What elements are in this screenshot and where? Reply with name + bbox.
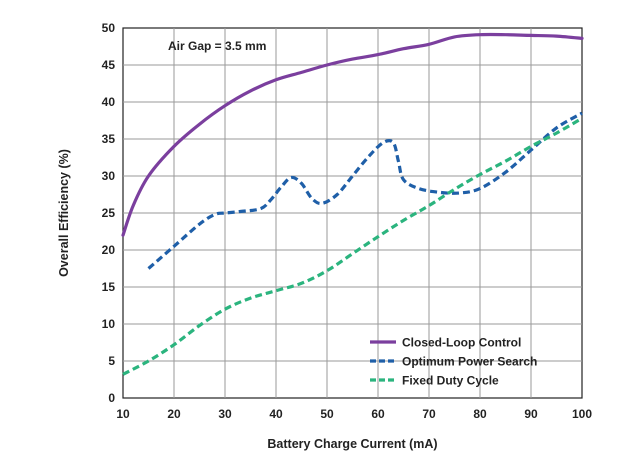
y-tick-label: 5: [108, 354, 115, 368]
legend-label-closed-loop-control: Closed-Loop Control: [402, 336, 521, 350]
tick-labels: 10 20 30 40 50 60 70 80 90 100 0 5 10 15 20 25 30 35 40 45 5…: [102, 21, 593, 421]
y-tick-label: 35: [102, 132, 116, 146]
x-tick-label: 20: [167, 407, 181, 421]
y-tick-label: 45: [102, 58, 116, 72]
x-tick-label: 30: [218, 407, 232, 421]
y-axis-title: Overall Efficiency (%): [57, 149, 71, 277]
x-axis-title: Battery Charge Current (mA): [267, 437, 437, 451]
closed-loop-control-line: [121, 32, 584, 237]
y-tick-label: 40: [102, 95, 116, 109]
y-tick-label: 10: [102, 317, 116, 331]
y-tick-label: 15: [102, 280, 116, 294]
x-tick-label: 60: [371, 407, 385, 421]
legend-label-fixed-duty-cycle: Fixed Duty Cycle: [402, 374, 499, 388]
x-tick-label: 70: [422, 407, 436, 421]
fixed-duty-cycle-line: [122, 116, 583, 376]
x-tick-label: 50: [320, 407, 334, 421]
x-tick-label: 40: [269, 407, 283, 421]
y-tick-label: 25: [102, 206, 116, 220]
x-tick-label: 10: [116, 407, 130, 421]
series-layer: [121, 32, 584, 376]
x-tick-label: 90: [524, 407, 538, 421]
x-tick-label: 80: [473, 407, 487, 421]
y-tick-label: 30: [102, 169, 116, 183]
y-tick-label: 50: [102, 21, 116, 35]
x-tick-label: 100: [572, 407, 592, 421]
y-tick-label: 0: [108, 391, 115, 405]
legend: Closed-Loop Control Optimum Power Search F…: [370, 336, 537, 388]
optimum-power-search-line: [147, 111, 583, 270]
air-gap-annotation: Air Gap = 3.5 mm: [168, 39, 266, 53]
legend-label-optimum-power-search: Optimum Power Search: [402, 355, 537, 369]
y-tick-label: 20: [102, 243, 116, 257]
